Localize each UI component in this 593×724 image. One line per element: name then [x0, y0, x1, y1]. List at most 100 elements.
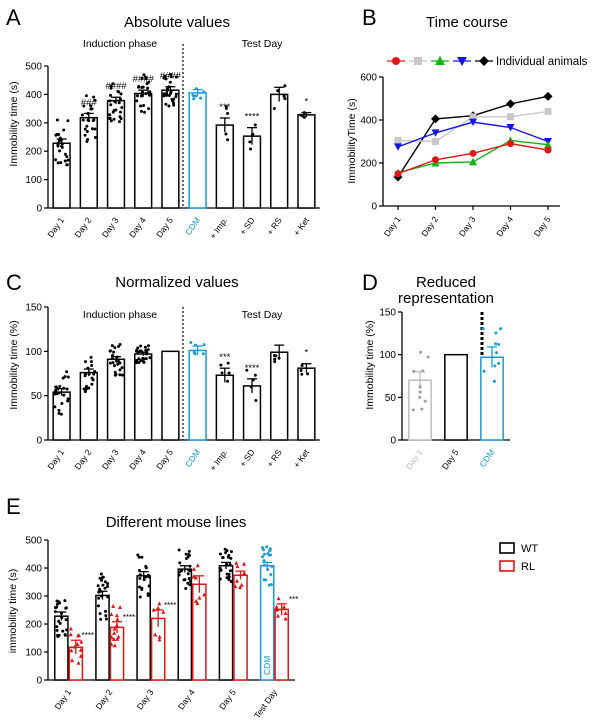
panel-e-data-dot — [53, 610, 57, 614]
panel-b-point — [431, 129, 440, 137]
panel-a-data-dot — [116, 89, 120, 93]
panel-c-data-dot — [189, 340, 193, 344]
panel-e-data-dot — [269, 583, 273, 587]
panel-e-data-dot — [188, 564, 192, 568]
panel-b-ylabel: ImmobilityTime (s) — [346, 98, 358, 183]
panel-a-significance-label: #### — [133, 74, 155, 85]
panel-c-data-dot — [299, 368, 303, 372]
panel-c-data-dot — [112, 350, 116, 354]
panel-a-data-dot — [142, 103, 146, 107]
panel-c-data-dot — [220, 371, 224, 375]
panel-e-data-dot — [69, 648, 74, 653]
panel-a-data-dot — [58, 149, 62, 153]
panel-e-data-dot — [266, 568, 270, 572]
panel-a-data-dot — [60, 142, 64, 146]
panel-c-data-dot — [227, 371, 231, 375]
panel-c-x-tick-label: + RS — [265, 447, 284, 469]
panel-a-data-dot — [144, 92, 148, 96]
panel-a-data-dot — [80, 113, 84, 117]
panel-e-data-dot — [180, 569, 184, 573]
panel-a-group-testday: Test Day — [242, 38, 284, 50]
panel-e-data-dot — [98, 612, 102, 616]
panel-b-x-tick-label: Day 2 — [419, 214, 440, 238]
panel-e-data-dot — [187, 549, 191, 553]
panel-a-x-tick-label: + Ket — [291, 215, 311, 238]
panel-b-point — [469, 118, 477, 127]
panel-e-data-dot — [104, 617, 108, 621]
panel-a-data-dot — [57, 139, 61, 143]
legend-wt-label: WT — [521, 543, 538, 555]
panel-c-bar — [161, 350, 180, 441]
panel-c-x-tick-label: Day 1 — [45, 447, 66, 471]
panel-b-point — [432, 138, 439, 145]
panel-c-bar — [270, 351, 289, 441]
legend-marker-red — [392, 57, 400, 65]
panel-e-data-dot — [227, 578, 231, 582]
panel-c-data-dot — [90, 376, 94, 380]
panel-e-data-dot — [53, 606, 57, 610]
panel-c-x-tick-label: + SD — [237, 447, 256, 468]
panel-a-data-dot — [172, 103, 176, 107]
panel-c-data-dot — [120, 366, 124, 370]
panel-c-data-dot — [58, 384, 62, 388]
panel-e-data-dot — [177, 548, 181, 552]
panel-d-data-dot — [418, 395, 422, 399]
panel-e-data-dot — [103, 580, 107, 584]
panel-e-data-dot — [100, 577, 104, 581]
panel-e-data-dot — [63, 633, 67, 637]
panel-e-data-dot — [224, 551, 228, 555]
panel-d-data-dot — [419, 350, 423, 354]
panel-e-data-dot — [60, 616, 64, 620]
panel-a-data-dot — [144, 76, 148, 80]
panel-a-y-tick-label: 200 — [25, 147, 42, 158]
panel-e-data-dot — [115, 617, 120, 622]
panel-c-data-dot — [300, 364, 304, 368]
panel-e-data-dot — [114, 623, 119, 628]
panel-e-y-tick-label: 0 — [36, 676, 42, 687]
panel-d-x-tick-label: Day 5 — [440, 447, 461, 471]
panel-d-data-dot — [494, 331, 498, 335]
panel-c-data-dot — [65, 387, 69, 391]
panel-a-data-dot — [162, 92, 166, 96]
panel-letter-e: E — [6, 494, 21, 519]
panel-a-data-dot — [93, 98, 97, 102]
panel-a-group-induction: Induction phase — [83, 38, 157, 50]
panel-e-data-dot — [225, 563, 229, 567]
panel-a-data-dot — [107, 113, 111, 117]
panel-e-data-dot — [65, 628, 69, 632]
panel-a-ylabel: Immobility time (s) — [8, 81, 20, 166]
panel-a-data-dot — [60, 145, 64, 149]
panel-a-data-dot — [109, 103, 113, 107]
panel-a-data-dot — [55, 118, 59, 122]
panel-e-data-dot — [229, 580, 233, 584]
panel-a-data-dot — [56, 161, 60, 165]
panel-a-data-dot — [65, 163, 69, 167]
panel-b-point — [469, 113, 477, 121]
panel-a-data-dot — [283, 84, 287, 88]
panel-c-data-dot — [300, 372, 304, 376]
panel-d-data-dot — [411, 408, 415, 412]
panel-e-x-tick-label: Day 2 — [93, 687, 114, 711]
panel-b-x-tick-label: Day 5 — [532, 214, 553, 238]
panel-a-data-dot — [167, 85, 171, 89]
panel-e-data-dot — [58, 601, 62, 605]
panel-b-point — [431, 114, 440, 124]
panel-e-data-dot — [55, 628, 59, 632]
legend-marker-grey — [414, 57, 422, 65]
panel-a-data-dot — [142, 73, 146, 77]
panel-a-x-tick-label: CDM — [183, 215, 202, 237]
panel-letter-c: C — [6, 270, 22, 295]
panel-e-data-dot — [112, 626, 117, 631]
panel-b-y-tick-label: 600 — [360, 73, 377, 84]
panel-e-bar — [150, 617, 166, 681]
panel-c-data-dot — [142, 360, 146, 364]
panel-e-data-dot — [76, 633, 81, 638]
panel-a-data-dot — [119, 117, 123, 121]
panel-e-data-dot — [144, 575, 148, 579]
panel-c-data-dot — [84, 360, 88, 364]
panel-e-data-dot — [157, 637, 162, 642]
panel-e-data-dot — [146, 573, 150, 577]
panel-e-data-dot — [106, 595, 110, 599]
panel-a-data-dot — [135, 94, 139, 98]
